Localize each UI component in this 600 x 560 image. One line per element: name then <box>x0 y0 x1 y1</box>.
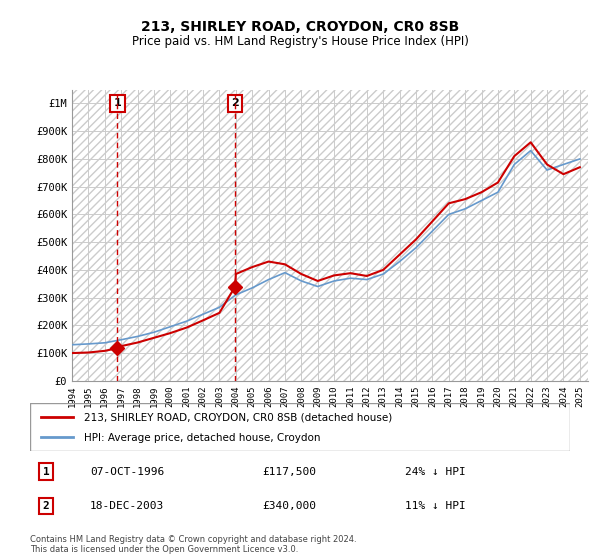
Text: £117,500: £117,500 <box>262 467 316 477</box>
Text: HPI: Average price, detached house, Croydon: HPI: Average price, detached house, Croy… <box>84 433 320 444</box>
Text: Contains HM Land Registry data © Crown copyright and database right 2024.
This d: Contains HM Land Registry data © Crown c… <box>30 535 356 554</box>
Text: Price paid vs. HM Land Registry's House Price Index (HPI): Price paid vs. HM Land Registry's House … <box>131 35 469 48</box>
Text: 1: 1 <box>43 467 50 477</box>
Text: 24% ↓ HPI: 24% ↓ HPI <box>404 467 466 477</box>
Text: 213, SHIRLEY ROAD, CROYDON, CR0 8SB (detached house): 213, SHIRLEY ROAD, CROYDON, CR0 8SB (det… <box>84 413 392 422</box>
Text: 18-DEC-2003: 18-DEC-2003 <box>90 501 164 511</box>
Text: £340,000: £340,000 <box>262 501 316 511</box>
Text: 07-OCT-1996: 07-OCT-1996 <box>90 467 164 477</box>
Text: 1: 1 <box>113 99 121 108</box>
Text: 2: 2 <box>231 99 239 108</box>
Text: 213, SHIRLEY ROAD, CROYDON, CR0 8SB: 213, SHIRLEY ROAD, CROYDON, CR0 8SB <box>141 20 459 34</box>
Text: 11% ↓ HPI: 11% ↓ HPI <box>404 501 466 511</box>
Text: 2: 2 <box>43 501 50 511</box>
